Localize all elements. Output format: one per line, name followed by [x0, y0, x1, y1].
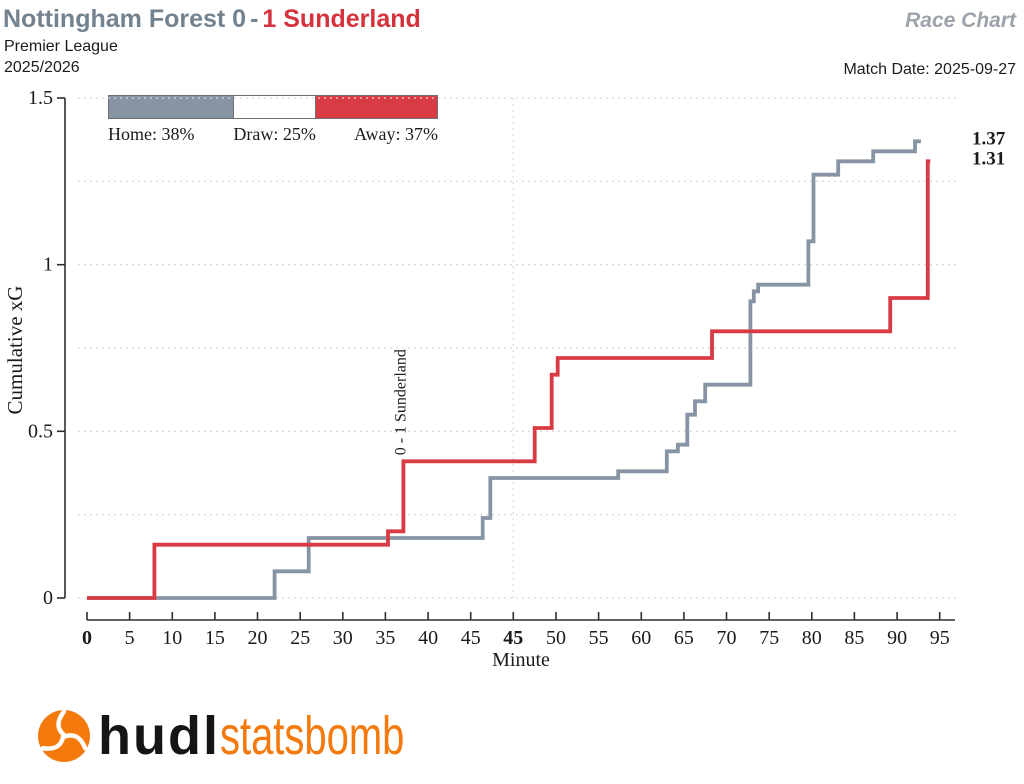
- y-tick-label: 0.5: [28, 420, 53, 442]
- home-team-score: Nottingham Forest 0: [3, 5, 247, 33]
- hudl-wordmark: hudl: [98, 706, 220, 766]
- home-xg-line: [87, 139, 921, 600]
- win-probability-legend: Home: 38% Draw: 25% Away: 37%: [108, 95, 438, 148]
- x-tick-label: 90: [887, 627, 907, 649]
- x-tick-label: 65: [674, 627, 694, 649]
- statsbomb-wordmark: statsbomb: [219, 706, 405, 766]
- x-tick-label: 50: [546, 627, 566, 649]
- y-axis-title: Cumulative xG: [3, 286, 27, 415]
- x-tick-label: 30: [333, 627, 353, 649]
- legend-segment-2: [315, 96, 437, 118]
- x-tick-label: 45: [461, 627, 481, 649]
- x-tick-label: 25: [290, 627, 310, 649]
- goal-annotation: 0 - 1 Sunderland: [392, 349, 409, 455]
- x-tick-label: 5: [125, 627, 135, 649]
- x-tick-label: 0: [82, 627, 92, 649]
- home-final-xg-label: 1.37: [972, 128, 1006, 149]
- away-team-score: 1 Sunderland: [262, 5, 421, 33]
- legend-label-1: Draw: 25%: [233, 124, 316, 144]
- x-axis-title: Minute: [492, 649, 550, 671]
- x-tick-label: 70: [717, 627, 737, 649]
- x-tick-label: 40: [418, 627, 438, 649]
- away-final-xg-label: 1.31: [972, 148, 1005, 169]
- season-label: 2025/2026: [4, 59, 80, 76]
- report-type-label: Race Chart: [905, 9, 1016, 32]
- match-date-label: Match Date: 2025-09-27: [843, 61, 1016, 78]
- x-tick-label: 55: [589, 627, 609, 649]
- win-probability-labels: Home: 38% Draw: 25% Away: 37%: [108, 124, 438, 148]
- score-separator: -: [250, 5, 259, 33]
- x-tick-label: 35: [375, 627, 395, 649]
- x-tick-label: 80: [802, 627, 822, 649]
- hudl-statsbomb-logo: hudl statsbomb: [36, 708, 469, 764]
- x-tick-label: 45: [503, 627, 523, 649]
- y-tick-label: 0: [43, 587, 53, 609]
- y-tick-label: 1: [43, 254, 53, 276]
- page-title: Nottingham Forest 0-1 Sunderland: [3, 5, 421, 34]
- legend-label-0: Home: 38%: [108, 124, 195, 144]
- x-tick-label: 95: [930, 627, 950, 649]
- x-tick-label: 10: [162, 627, 182, 649]
- x-tick-label: 85: [844, 627, 864, 649]
- x-tick-label: 20: [248, 627, 268, 649]
- x-tick-label: 75: [759, 627, 779, 649]
- legend-segment-0: [109, 96, 234, 118]
- x-tick-label: 60: [631, 627, 651, 649]
- win-probability-bar: [108, 95, 438, 119]
- competition-label: Premier League: [4, 38, 118, 55]
- hudl-ball-icon: [38, 709, 90, 762]
- y-tick-label: 1.5: [28, 87, 53, 109]
- legend-label-2: Away: 37%: [354, 124, 438, 144]
- away-xg-line: [87, 159, 931, 600]
- x-tick-label: 15: [205, 627, 225, 649]
- legend-segment-1: [233, 96, 316, 118]
